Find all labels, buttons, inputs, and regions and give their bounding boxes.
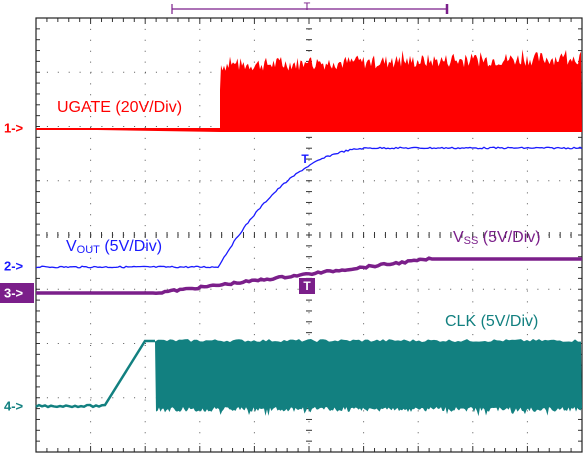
channel-3-box xyxy=(0,283,34,303)
ugate-trace xyxy=(36,49,582,133)
clk-trace xyxy=(155,339,582,417)
vout-trigger: T xyxy=(301,152,309,166)
vss-trace xyxy=(36,256,582,295)
channel-3: 3-> xyxy=(4,285,24,300)
vout-label: VOUT (5V/Div) xyxy=(66,238,162,256)
vss-scale: (5V/Div) xyxy=(478,229,540,246)
waveforms xyxy=(35,49,583,417)
vout-subscript: OUT xyxy=(77,244,101,256)
trigger-mark: T xyxy=(304,1,311,13)
vss-subscript: SS xyxy=(464,235,479,247)
vss-label: VSS (5V/Div) xyxy=(453,229,541,247)
clk-label: CLK (5V/Div) xyxy=(445,313,538,330)
vss-trigger: T xyxy=(303,279,311,293)
channel-1: 1-> xyxy=(4,120,24,135)
ugate-label: UGATE (20V/Div) xyxy=(57,99,182,116)
clk-startup xyxy=(35,339,155,409)
frame xyxy=(35,17,583,453)
trigger-bracket xyxy=(171,4,449,14)
vss-symbol: V xyxy=(453,229,464,246)
vout-symbol: V xyxy=(66,238,77,255)
channel-4: 4-> xyxy=(4,398,24,413)
channel-2: 2-> xyxy=(4,258,24,273)
vout-trace xyxy=(35,146,583,269)
vout-scale: (5V/Div) xyxy=(100,238,162,255)
vss-trigger-box xyxy=(299,278,315,294)
